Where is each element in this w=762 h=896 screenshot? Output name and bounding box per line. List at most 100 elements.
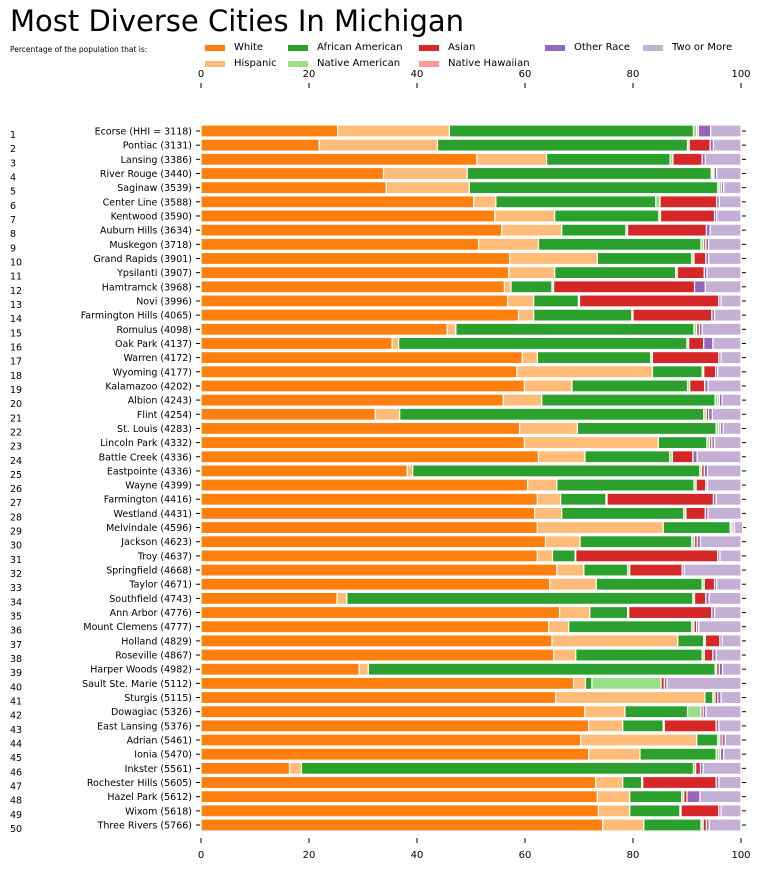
bar-segment-asian xyxy=(695,761,702,775)
legend-swatch xyxy=(205,60,225,67)
bar-segment-native-american xyxy=(686,705,702,719)
bar-segment-asian xyxy=(626,223,708,237)
bar-segment-white xyxy=(200,563,558,577)
row-rank: 49 xyxy=(10,810,22,821)
row-rank: 1 xyxy=(10,130,16,141)
bar-segment-two-or-more xyxy=(713,308,742,322)
legend-item-native-hawaiian: Native Hawaiian xyxy=(419,58,530,69)
legend-label: Native American xyxy=(317,58,401,69)
bar-segment-native-american xyxy=(655,195,661,209)
bar-segment-asian xyxy=(703,365,717,379)
bottom-axis-tick-label: 100 xyxy=(731,850,750,861)
row-rank: 19 xyxy=(10,385,22,396)
bar-segment-asian xyxy=(575,549,719,563)
bar-segment-african-american xyxy=(662,520,731,535)
row-rank: 16 xyxy=(10,342,22,353)
bar-segment-asian xyxy=(688,138,711,152)
bar-segment-hispanic xyxy=(337,124,450,138)
bottom-axis-tick-label: 40 xyxy=(411,850,424,861)
bar-segment-hispanic xyxy=(588,747,641,761)
bar-segment-other-race xyxy=(693,280,706,294)
row-rank: 23 xyxy=(10,442,22,453)
city-label: Battle Creek (4336) xyxy=(99,452,192,463)
bar-segment-hispanic xyxy=(523,435,659,450)
legend-item-asian: Asian xyxy=(419,42,475,53)
bar-segment-white xyxy=(200,365,518,379)
bar-segment-african-american xyxy=(533,294,580,308)
bar-segment-hispanic xyxy=(558,605,591,620)
bar-segment-white xyxy=(200,251,511,266)
row-rank: 50 xyxy=(10,824,22,835)
bar-segment-two-or-more xyxy=(722,662,742,676)
city-label: Harper Woods (4982) xyxy=(90,665,192,676)
row-rank: 32 xyxy=(10,569,22,580)
bar-segment-two-or-more xyxy=(715,648,742,662)
bar-segment-asian xyxy=(704,634,721,648)
city-label: Lincoln Park (4332) xyxy=(100,438,192,449)
row-rank: 48 xyxy=(10,796,22,807)
bar-segment-hispanic xyxy=(536,492,562,506)
bar-segment-hispanic xyxy=(572,676,587,690)
city-label: Ann Arbor (4776) xyxy=(110,608,192,619)
legend-label: Hispanic xyxy=(234,58,277,69)
bar-segment-hispanic xyxy=(595,775,624,790)
chart-title: Most Diverse Cities In Michigan xyxy=(10,4,465,38)
row-rank: 30 xyxy=(10,541,22,552)
bar-segment-hispanic xyxy=(588,719,624,733)
bar-segment-white xyxy=(200,761,291,775)
bar-segment-african-american xyxy=(561,506,685,521)
city-label: River Rouge (3440) xyxy=(100,169,192,180)
row-rank: 9 xyxy=(10,243,16,254)
city-label: Wyoming (4177) xyxy=(113,367,192,378)
bar-segment-hispanic xyxy=(597,804,631,818)
bar-segment-asian xyxy=(688,336,705,351)
city-label: Sturgis (5115) xyxy=(124,693,192,704)
city-label: Rochester Hills (5605) xyxy=(87,778,192,789)
bar-segment-hispanic xyxy=(509,251,598,266)
row-rank: 21 xyxy=(10,413,22,424)
bar-segment-white xyxy=(200,195,475,209)
bar-segment-two-or-more xyxy=(708,818,742,832)
city-label: Mount Clemens (4777) xyxy=(83,622,192,633)
bar-segment-two-or-more xyxy=(707,237,742,251)
bar-segment-two-or-more xyxy=(718,719,742,733)
bar-segment-white xyxy=(200,124,339,138)
bar-segment-hispanic xyxy=(580,733,698,747)
row-rank: 15 xyxy=(10,328,22,339)
bar-segment-hispanic xyxy=(477,237,540,251)
bar-segment-african-american xyxy=(643,818,702,832)
bar-segment-two-or-more xyxy=(704,152,742,166)
bar-segment-african-american xyxy=(455,322,695,336)
bar-segment-other-race xyxy=(703,336,714,351)
bar-segment-hispanic xyxy=(318,138,439,152)
bar-segment-white xyxy=(200,181,387,195)
bar-segment-two-or-more xyxy=(716,209,742,223)
bar-segment-white xyxy=(200,804,600,818)
bar-segment-african-american xyxy=(468,181,719,195)
bar-segment-african-american xyxy=(561,223,627,237)
bar-segment-white xyxy=(200,577,551,591)
bar-segment-white xyxy=(200,492,539,506)
bar-segment-white xyxy=(200,676,575,690)
legend-item-white: White xyxy=(205,42,263,53)
bar-segment-white xyxy=(200,138,320,152)
bar-segment-asian xyxy=(663,719,717,733)
legend-label: White xyxy=(234,42,264,53)
bar-segment-white xyxy=(200,818,604,832)
bar-segment-hispanic xyxy=(476,152,548,166)
bar-segment-asian xyxy=(685,506,706,521)
bar-segment-african-american xyxy=(568,620,693,634)
row-rank: 7 xyxy=(10,215,16,226)
bar-segment-african-american xyxy=(560,492,607,506)
row-rank: 36 xyxy=(10,626,22,637)
bar-segment-african-american xyxy=(571,379,689,393)
bar-segment-african-american xyxy=(448,124,695,138)
row-rank: 17 xyxy=(10,357,22,368)
bar-segment-asian xyxy=(628,605,713,620)
bar-segment-white xyxy=(200,705,586,719)
city-label: Adrian (5461) xyxy=(127,736,192,747)
city-label: East Lansing (5376) xyxy=(97,721,192,732)
bar-segment-white xyxy=(200,733,582,747)
bar-segment-african-american xyxy=(677,634,705,648)
legend-swatch xyxy=(419,44,439,51)
